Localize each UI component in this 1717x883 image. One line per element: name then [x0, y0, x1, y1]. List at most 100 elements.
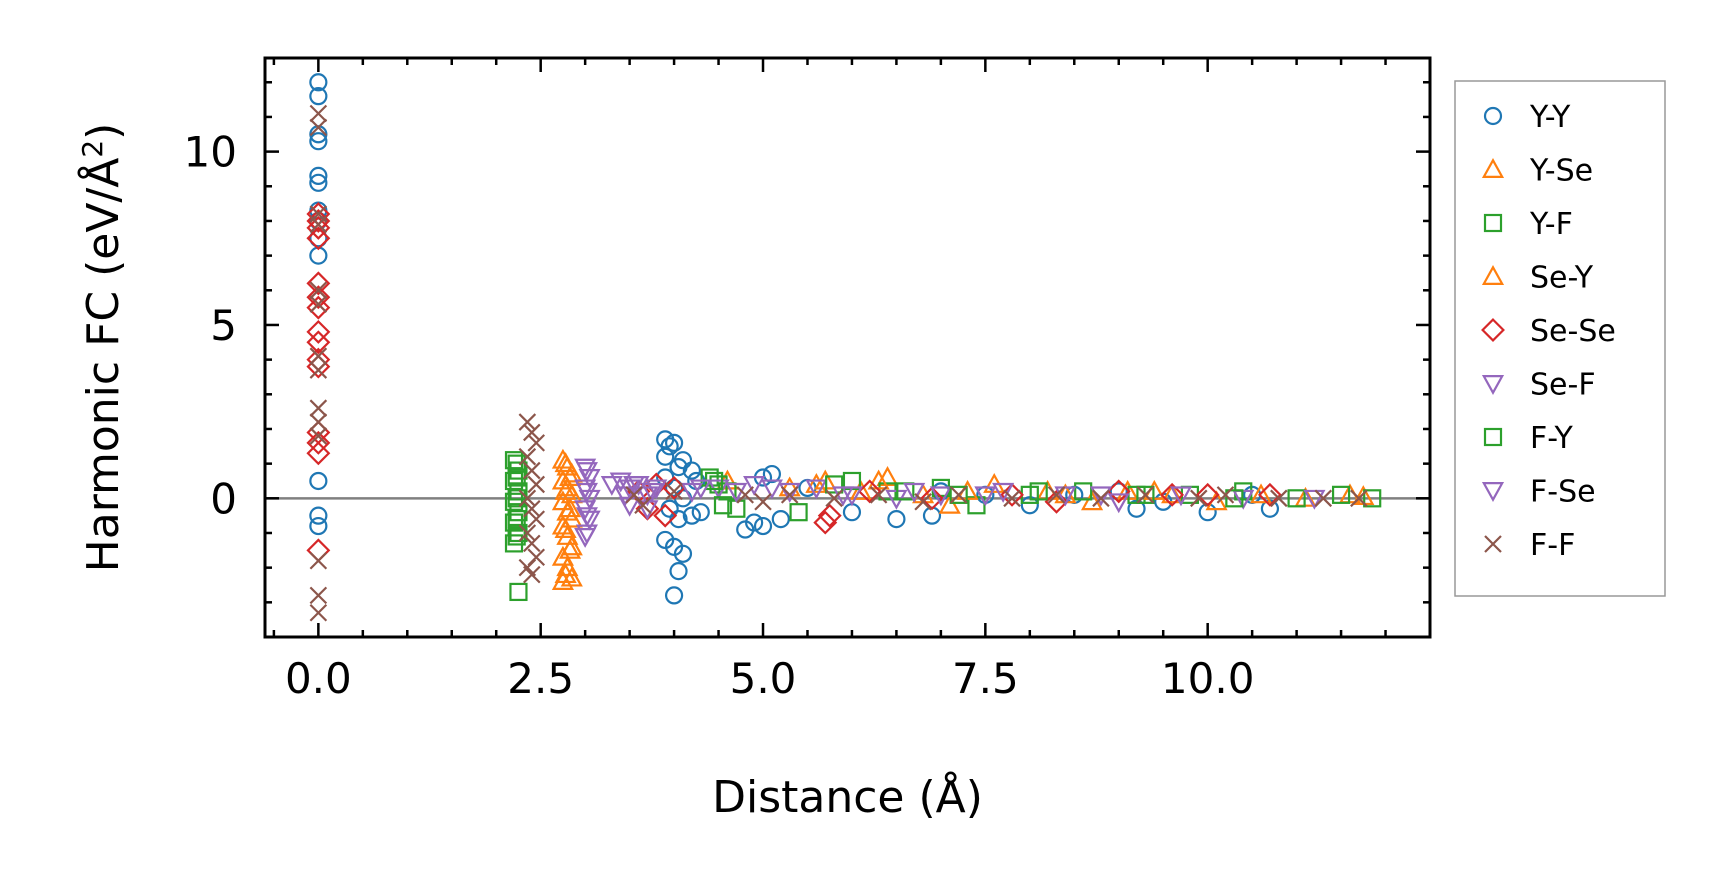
legend-item: Y-Se	[1481, 154, 1593, 189]
data-point	[762, 464, 782, 484]
x-tick-label: 7.5	[952, 654, 1019, 703]
legend-marker	[1484, 535, 1502, 553]
data-point	[309, 399, 328, 417]
data-point	[938, 493, 961, 514]
data-point	[1029, 482, 1048, 501]
data-point	[504, 451, 524, 470]
data-point	[725, 482, 748, 503]
data-point	[523, 499, 541, 518]
legend-item: Se-F	[1481, 368, 1596, 403]
data-point	[665, 482, 683, 501]
data-point	[664, 586, 684, 605]
data-point	[669, 562, 688, 581]
data-point	[1160, 482, 1185, 507]
data-point	[656, 447, 675, 466]
data-point	[1169, 486, 1193, 507]
data-point	[813, 510, 838, 535]
x-tick-label: 10.0	[1161, 654, 1255, 703]
data-point	[306, 226, 331, 251]
data-point	[309, 586, 328, 605]
data-point	[682, 506, 701, 525]
data-point	[309, 104, 328, 123]
data-point	[1054, 486, 1077, 507]
data-point	[736, 486, 755, 504]
data-point	[689, 479, 712, 500]
data-point	[869, 486, 888, 504]
x-tick-label: 0.0	[285, 654, 352, 703]
data-point	[306, 215, 331, 240]
data-point	[309, 173, 328, 192]
data-point	[805, 479, 828, 500]
series-f-se	[575, 462, 1113, 545]
data-point	[664, 478, 684, 498]
data-point	[306, 319, 331, 344]
data-point	[306, 441, 331, 466]
legend-marker	[1481, 265, 1505, 285]
data-point	[760, 479, 783, 500]
data-point	[622, 475, 646, 496]
legend: Y-Y Y-Se Y-F Se-Y Se-Se Se-F F-Y F-Se F-F	[1454, 80, 1666, 597]
x-tick-label: 5.0	[730, 654, 797, 703]
data-point	[306, 330, 331, 355]
data-point	[575, 507, 599, 528]
data-point	[669, 510, 688, 529]
data-point	[609, 472, 632, 493]
legend-marker	[1483, 213, 1503, 233]
data-point	[1074, 482, 1093, 501]
ticks-layer	[265, 58, 1432, 639]
data-point	[504, 492, 524, 511]
y-tick-label: 0	[210, 474, 237, 523]
data-point	[645, 479, 668, 500]
data-point	[780, 486, 799, 504]
legend-marker	[1481, 375, 1505, 395]
data-point	[574, 500, 597, 521]
data-point	[1003, 489, 1021, 508]
data-point	[1363, 489, 1382, 508]
data-point	[903, 482, 926, 503]
y-axis-label-main: Harmonic FC (eV/Å	[76, 158, 129, 573]
data-point	[1350, 489, 1368, 508]
legend-marker	[1481, 482, 1505, 502]
data-point	[1107, 493, 1130, 514]
data-point	[949, 485, 968, 504]
data-point	[713, 496, 733, 515]
data-point	[554, 479, 577, 500]
data-point	[789, 503, 808, 522]
data-point	[309, 166, 328, 185]
legend-label: Se-F	[1530, 368, 1596, 403]
data-point	[636, 486, 659, 507]
data-point	[309, 427, 328, 445]
data-point	[673, 544, 693, 563]
data-point	[1225, 489, 1244, 508]
data-point	[309, 347, 328, 365]
legend-marker	[1481, 158, 1505, 178]
legend-item: F-Y	[1483, 421, 1574, 456]
data-point	[504, 471, 524, 491]
data-point	[825, 475, 844, 494]
data-point	[560, 566, 583, 587]
y-tick-label: 5	[210, 301, 237, 350]
data-point	[575, 524, 599, 545]
data-point	[974, 486, 997, 507]
data-point	[504, 513, 524, 532]
legend-label: F-Se	[1530, 475, 1596, 510]
data-point	[518, 524, 537, 542]
data-point	[1080, 490, 1104, 511]
legend-item: F-F	[1484, 528, 1575, 563]
legend-label: Y-Se	[1529, 154, 1593, 189]
data-point	[1047, 486, 1066, 504]
data-point	[309, 361, 328, 379]
y-tick-label: 10	[184, 128, 237, 177]
data-point	[306, 430, 331, 455]
legend-item: Y-F	[1483, 207, 1573, 242]
data-point	[554, 518, 577, 538]
data-point	[1216, 486, 1235, 504]
data-point	[660, 437, 679, 456]
data-point	[876, 466, 899, 486]
data-point	[1092, 489, 1110, 508]
x-axis-label: Distance (Å)	[712, 770, 983, 823]
data-point	[1331, 485, 1351, 504]
data-point	[831, 486, 855, 507]
data-point	[309, 118, 328, 137]
